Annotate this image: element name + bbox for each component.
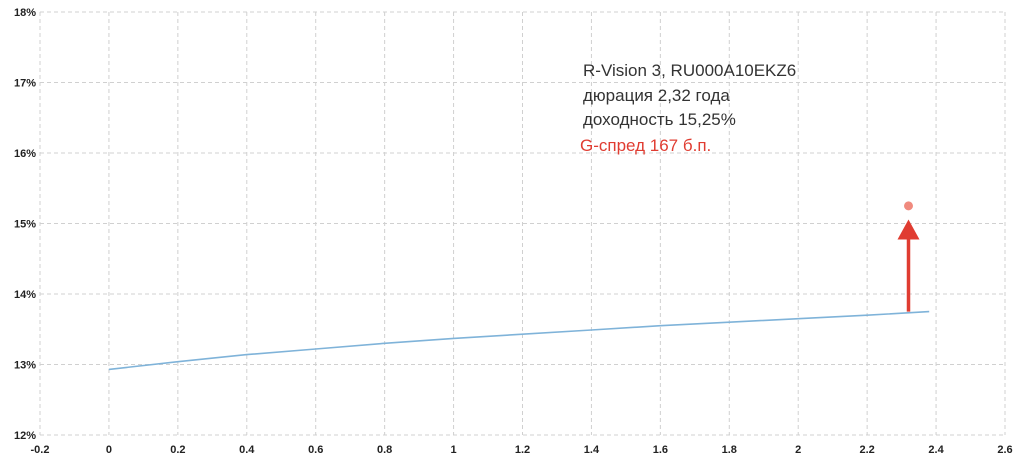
x-tick-label: -0.2 [31, 444, 50, 456]
y-tick-label: 13% [14, 360, 36, 372]
x-tick-label: 1.2 [515, 444, 530, 456]
annotation-text: R-Vision 3, RU000A10EKZ6 дюрация 2,32 го… [580, 61, 796, 155]
x-tick-label: 0 [106, 444, 112, 456]
spread-arrow-head [897, 219, 920, 240]
y-tick-label: 18% [14, 7, 36, 19]
series-layer [108, 310, 930, 371]
x-tick-label: 2.6 [997, 444, 1012, 456]
x-tick-label: 0.4 [239, 444, 255, 456]
x-tick-label: 2.2 [859, 444, 874, 456]
x-tick-label: 1.6 [653, 444, 668, 456]
x-tick-label: 0.2 [170, 444, 185, 456]
y-tick-label: 14% [14, 289, 36, 301]
x-axis-ticks: -0.2 0 0.2 0.4 0.6 0.8 1 1.2 1.4 1.6 1.8 2 2.2 2.4 2.6 [31, 444, 1013, 456]
bond-point [904, 201, 913, 211]
x-tick-label: 1.4 [584, 444, 600, 456]
x-tick-label: 0.8 [377, 444, 392, 456]
x-tick-label: 1 [451, 444, 457, 456]
y-tick-label: 17% [14, 78, 36, 90]
x-tick-label: 2 [795, 444, 801, 456]
annotation-g-spread: G-спред 167 б.п. [580, 136, 711, 155]
marker-layer [897, 201, 920, 312]
annotation-line-2: дюрация 2,32 года [583, 86, 730, 105]
y-axis-ticks: 12% 13% 14% 15% 16% 17% 18% [14, 7, 36, 442]
y-tick-label: 16% [14, 148, 36, 160]
grid-lines [39, 11, 1006, 436]
x-tick-label: 2.4 [928, 444, 944, 456]
x-tick-label: 1.8 [722, 444, 737, 456]
annotation-line-3: доходность 15,25% [583, 110, 736, 129]
y-tick-label: 15% [14, 219, 36, 231]
yield-curve-line [108, 310, 930, 371]
y-tick-label: 12% [14, 430, 36, 442]
x-tick-label: 0.6 [308, 444, 323, 456]
annotation-line-1: R-Vision 3, RU000A10EKZ6 [583, 61, 796, 80]
